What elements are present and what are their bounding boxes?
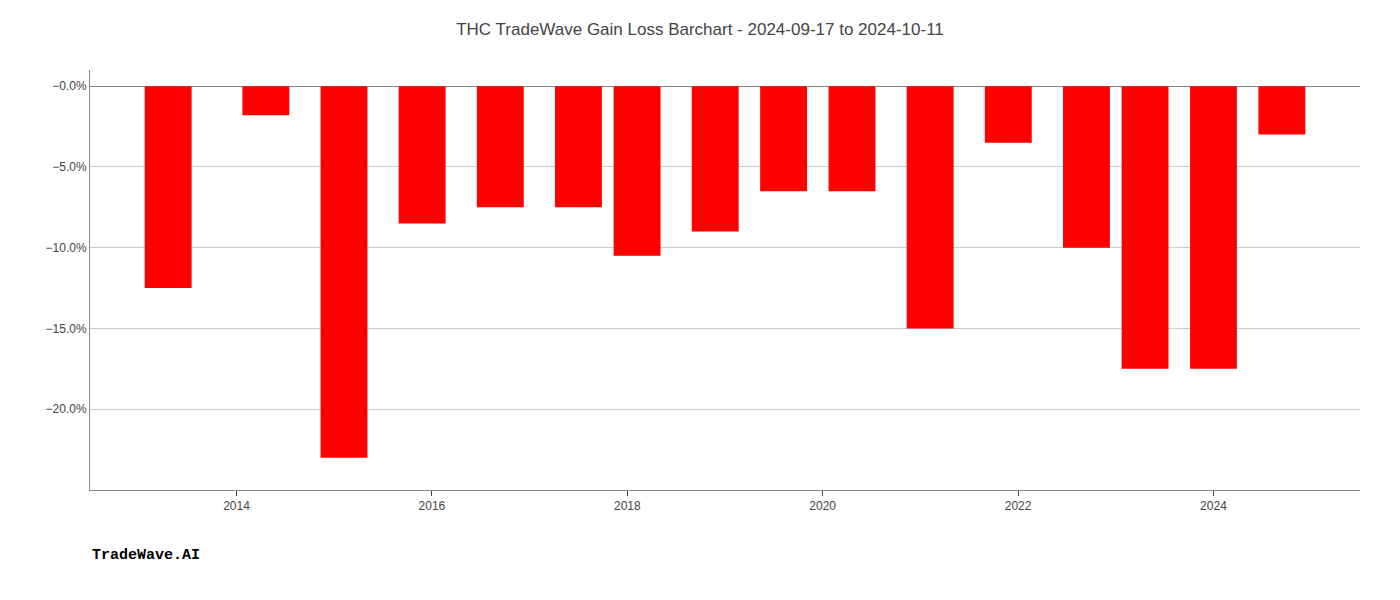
svg-text:2022: 2022	[1005, 499, 1032, 513]
svg-text:TradeWave.AI: TradeWave.AI	[92, 547, 200, 564]
svg-text:2024: 2024	[1200, 499, 1227, 513]
svg-text:−5.0%: −5.0%	[52, 160, 87, 174]
svg-text:2016: 2016	[419, 499, 446, 513]
svg-text:THC TradeWave Gain Loss Barcha: THC TradeWave Gain Loss Barchart - 2024-…	[456, 20, 944, 39]
svg-text:−10.0%: −10.0%	[46, 241, 87, 255]
svg-text:−15.0%: −15.0%	[46, 322, 87, 336]
svg-text:2014: 2014	[223, 499, 250, 513]
svg-text:2020: 2020	[809, 499, 836, 513]
svg-text:−20.0%: −20.0%	[46, 402, 87, 416]
svg-text:−0.0%: −0.0%	[52, 79, 87, 93]
svg-text:2018: 2018	[614, 499, 641, 513]
